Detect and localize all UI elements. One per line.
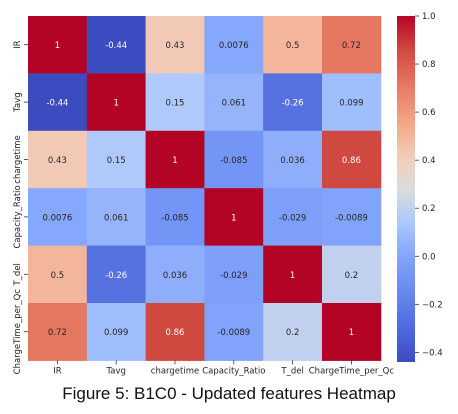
heatmap-cell-label-3-5: -0.0089 [335,213,368,223]
colorbar-tick-label-2: 0.6 [422,108,436,118]
heatmap-cell-label-0-1: -0.44 [105,41,127,51]
heatmap-cell-4-0 [28,245,88,304]
heatmap-cell-2-3 [204,130,264,189]
colorbar-gradient [397,16,415,362]
heatmap-cell-0-1 [86,16,147,74]
heatmap-cell-5-2 [145,303,205,361]
heatmap-cell-label-1-2: 0.15 [166,99,185,109]
heatmap-cell-label-0-0: 1 [55,41,60,51]
figure-caption: Figure 5: B1C0 - Updated features Heatma… [62,384,396,403]
heatmap-cell-1-0 [28,73,88,132]
heatmap-cell-3-2 [145,188,205,247]
x-tick-label-5: ChargeTime_per_Qc [309,366,395,376]
heatmap-cell-1-3 [204,73,264,132]
heatmap-cell-label-1-0: -0.44 [46,99,68,109]
heatmap-cell-5-4 [263,303,323,361]
heatmap-cell-3-4 [263,188,323,247]
heatmap-cell-5-0 [28,303,88,361]
heatmap-cell-label-5-1: 0.099 [104,328,128,338]
heatmap-cell-2-5 [322,130,382,189]
heatmap-cell-label-3-2: -0.085 [161,213,188,223]
heatmap-figure: 1 -0.44 0.43 0.0076 0.5 0.72 -0.44 1 0.15 0.061 -0… [13,12,443,376]
heatmap-cell-3-3 [204,188,264,247]
heatmap-cell-0-5 [322,16,382,74]
heatmap-cell-1-5 [322,73,382,132]
y-tick-label-2: chargetime [13,135,23,183]
heatmap-cell-3-5 [322,188,382,247]
y-tick-label-5: ChargeTime_per_Qc [13,289,23,375]
heatmap-cell-1-4 [263,73,323,132]
heatmap-cell-label-1-1: 1 [113,99,118,109]
heatmap-cell-5-5 [322,303,382,361]
heatmap-cell-4-2 [145,245,205,304]
heatmap-cell-label-3-1: 0.061 [104,213,128,223]
heatmap-cell-2-4 [263,130,323,189]
heatmap-cell-label-0-3: 0.0076 [219,41,249,51]
heatmap-cell-label-3-3: 1 [231,213,236,223]
heatmap-cell-label-5-5: 1 [349,328,354,338]
y-tick-label-1: Tavg [13,92,23,112]
heatmap-cell-5-3 [204,303,264,361]
heatmap-cells: 1 -0.44 0.43 0.0076 0.5 0.72 -0.44 1 0.15 0.061 -0… [28,16,382,361]
heatmap-cell-label-2-2: 1 [172,156,177,166]
colorbar-tick-label-0: 1.0 [422,12,436,22]
x-tick-label-4: T_del [280,366,303,376]
heatmap-cell-4-4 [263,245,323,304]
heatmap-cell-label-1-5: 0.099 [339,99,363,109]
heatmap-cell-5-1 [86,303,147,361]
heatmap-cell-4-3 [204,245,264,304]
heatmap-cell-2-1 [86,130,147,189]
heatmap-cell-label-5-3: -0.0089 [217,328,250,338]
heatmap-cell-label-2-3: -0.085 [220,156,247,166]
heatmap-cell-label-4-1: -0.26 [105,271,127,281]
colorbar-tick-label-5: 0.0 [422,252,436,262]
heatmap-cell-0-4 [263,16,323,74]
heatmap-cell-label-2-1: 0.15 [107,156,126,166]
heatmap-cell-label-2-0: 0.43 [48,156,67,166]
heatmap-cell-label-2-4: 0.036 [280,156,304,166]
colorbar-tick-label-7: −0.4 [422,348,443,358]
heatmap-cell-4-5 [322,245,382,304]
y-tick-label-3: Capacity_Ratio [13,185,23,248]
colorbar: 1.0 0.8 0.6 0.4 0.2 0.0 −0.2 −0.4 [397,12,443,362]
heatmap-cell-0-0 [28,16,88,74]
heatmap-cell-label-3-4: -0.029 [279,213,306,223]
x-tick-label-2: chargetime [151,366,199,376]
heatmap-cell-label-1-4: -0.26 [282,99,304,109]
y-axis-tick-labels: IR Tavg chargetime Capacity_Ratio T_del Charg… [13,40,28,374]
heatmap-cell-label-0-2: 0.43 [166,41,185,51]
heatmap-cell-0-3 [204,16,264,74]
y-tick-label-4: T_del [13,263,23,286]
x-tick-label-3: Capacity_Ratio [202,366,265,376]
colorbar-tick-label-4: 0.2 [422,204,436,214]
heatmap-cell-label-2-5: 0.86 [342,156,361,166]
heatmap-cell-3-0 [28,188,88,247]
heatmap-cell-label-4-2: 0.036 [163,271,187,281]
colorbar-tick-label-6: −0.2 [422,300,443,310]
heatmap-cell-label-0-5: 0.72 [342,41,361,51]
heatmap-cell-2-2 [145,130,205,189]
heatmap-cell-label-5-2: 0.86 [166,328,185,338]
heatmap-cell-3-1 [86,188,147,247]
heatmap-cell-label-5-0: 0.72 [48,328,67,338]
colorbar-tick-label-3: 0.4 [422,156,436,166]
heatmap-cell-label-4-0: 0.5 [51,271,65,281]
heatmap-cell-label-1-3: 0.061 [222,99,246,109]
heatmap-cell-label-5-4: 0.2 [286,328,300,338]
heatmap-cell-4-1 [86,245,147,304]
heatmap-cell-label-4-3: -0.029 [220,271,247,281]
y-tick-label-0: IR [13,40,23,49]
heatmap-cell-label-3-0: 0.0076 [43,213,73,223]
heatmap-cell-1-1 [86,73,147,132]
x-tick-label-0: IR [53,366,62,376]
x-axis-tick-labels: IR Tavg chargetime Capacity_Ratio T_del Charg… [53,360,394,376]
heatmap-cell-label-4-5: 0.2 [345,271,359,281]
colorbar-tick-label-1: 0.8 [422,60,436,70]
heatmap-cell-1-2 [145,73,205,132]
x-tick-label-1: Tavg [105,366,125,376]
heatmap-cell-label-4-4: 1 [290,271,295,281]
heatmap-cell-2-0 [28,130,88,189]
heatmap-cell-label-0-4: 0.5 [286,41,300,51]
heatmap-cell-0-2 [145,16,205,74]
